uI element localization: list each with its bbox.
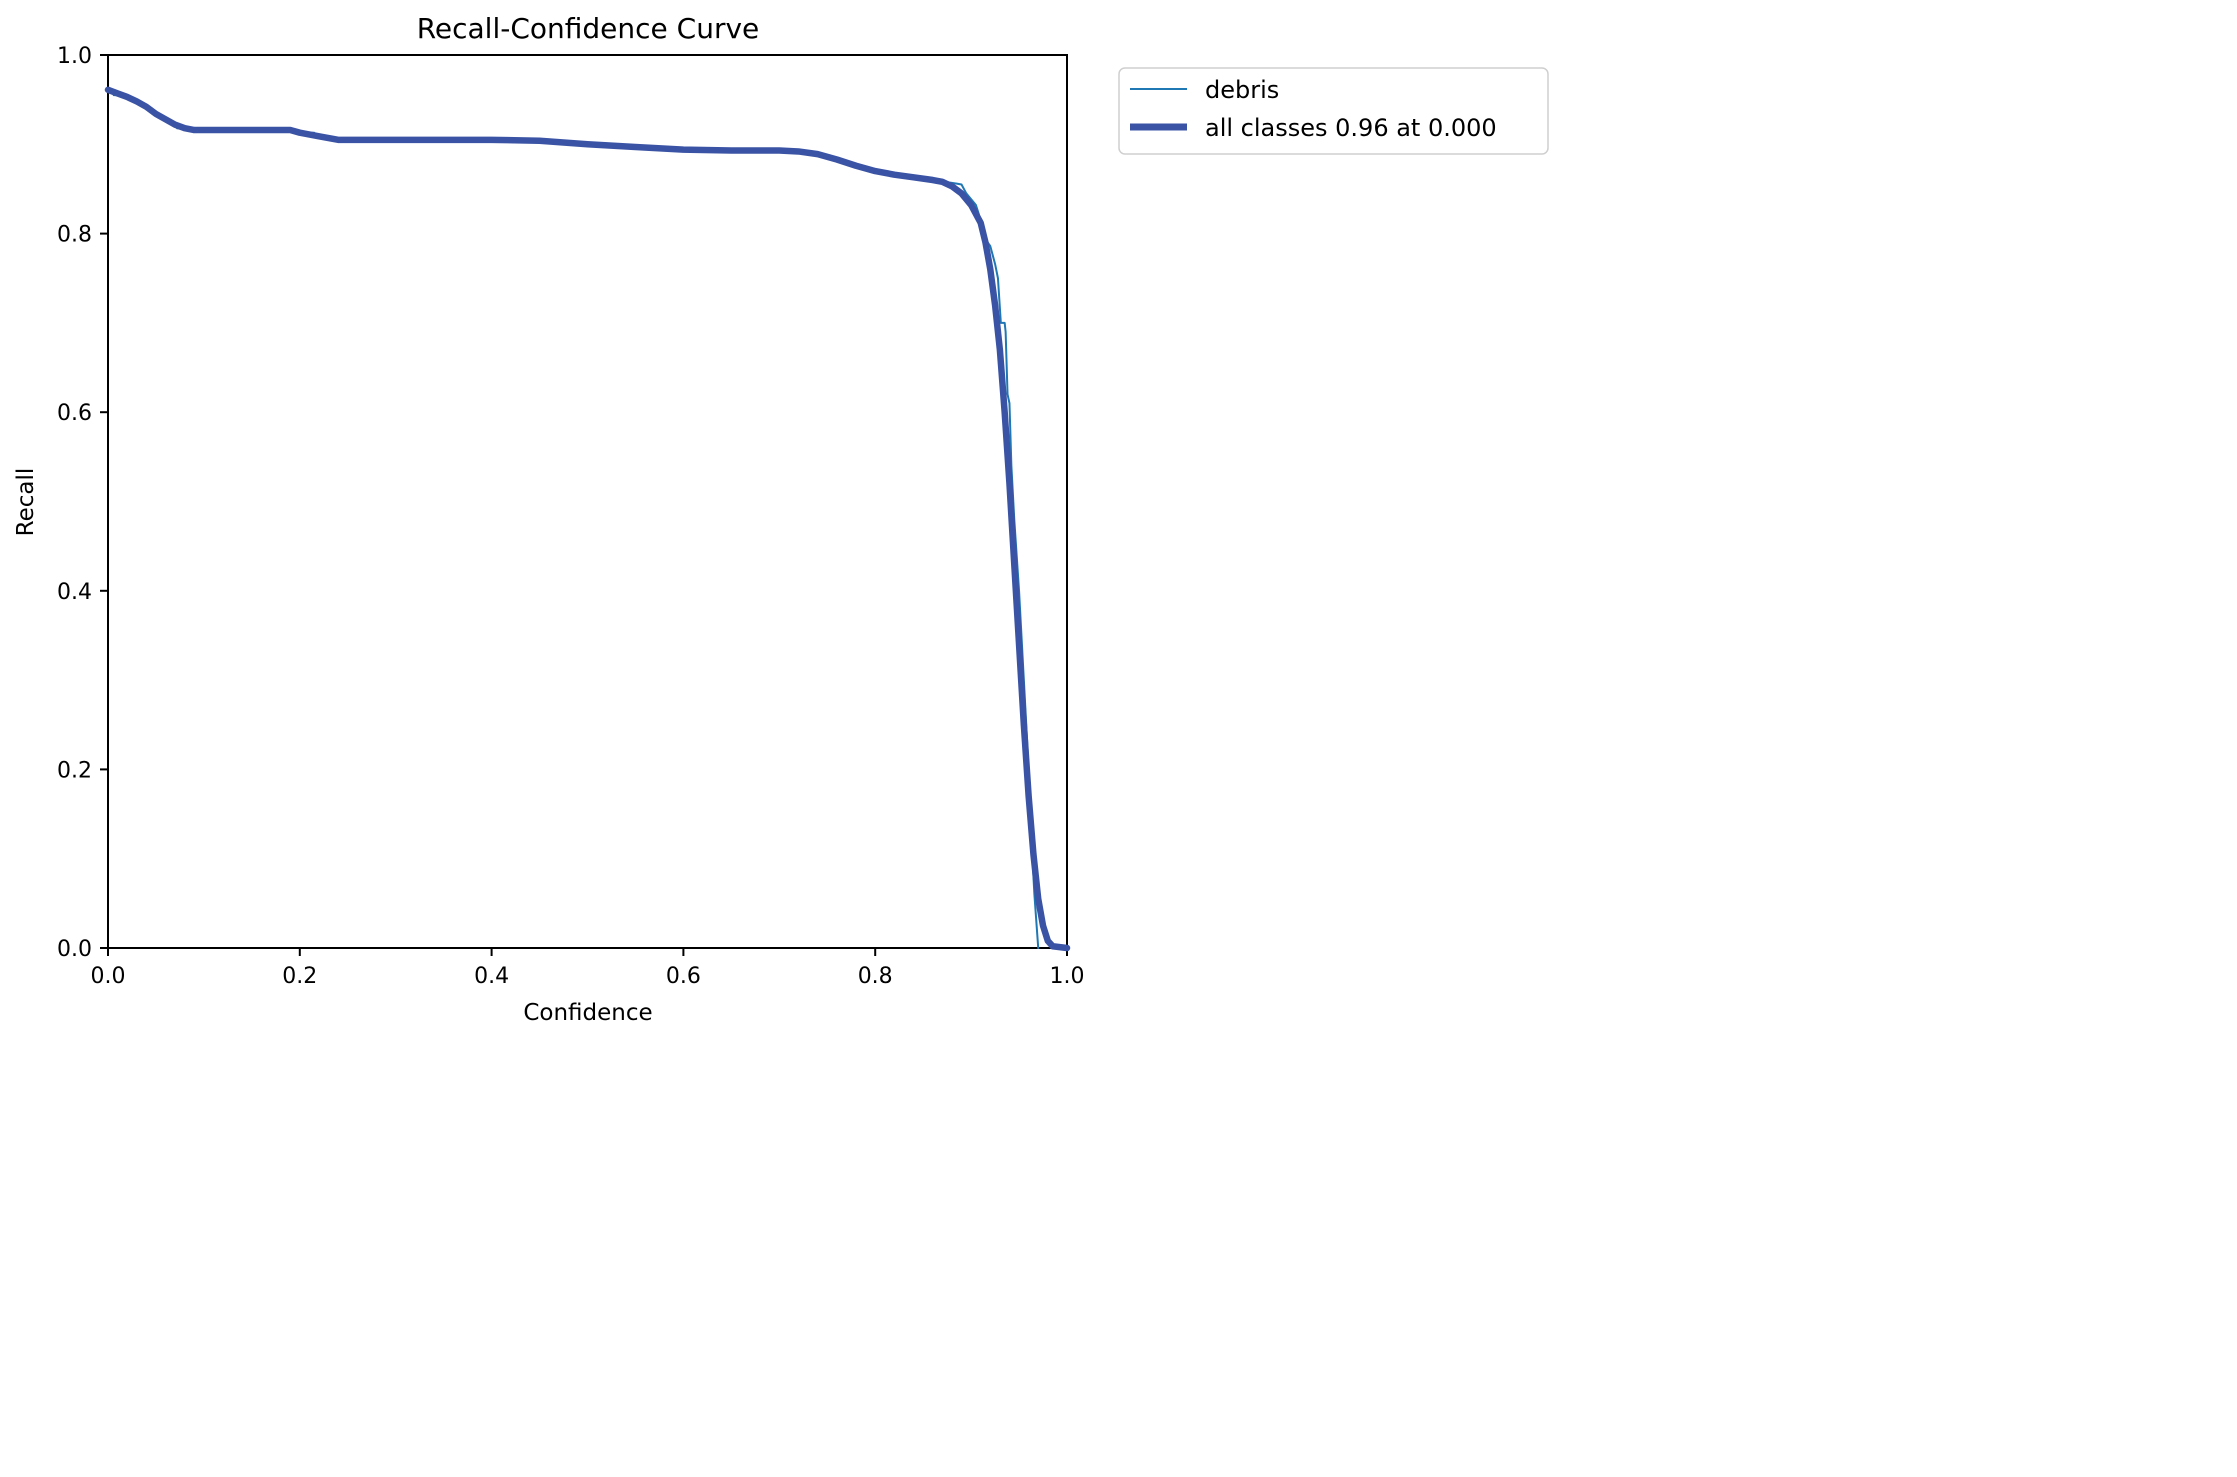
- y-tick-label: 0.0: [57, 937, 92, 962]
- chart-title: Recall-Confidence Curve: [417, 12, 760, 45]
- x-tick-label: 0.8: [858, 964, 893, 989]
- legend-label-all-classes: all classes 0.96 at 0.000: [1205, 114, 1497, 142]
- x-tick-label: 0.2: [282, 964, 317, 989]
- x-tick-label: 0.6: [666, 964, 701, 989]
- x-tick-label: 0.4: [474, 964, 509, 989]
- x-tick-label: 1.0: [1050, 964, 1085, 989]
- legend-box: [1118, 67, 1549, 155]
- legend-label-debris: debris: [1205, 76, 1279, 104]
- series-all-classes-line: [104, 86, 1071, 952]
- y-tick-label: 0.6: [57, 401, 92, 426]
- series-layer: [104, 86, 1071, 952]
- y-axis: 0.0 0.2 0.4 0.6 0.8 1.0: [57, 44, 108, 962]
- chart-svg: Recall-Confidence Curve 0.0 0.2 0.4 0.6 0.8 1…: [13, 12, 1549, 1026]
- y-tick-label: 0.4: [57, 580, 92, 605]
- recall-confidence-chart: Recall-Confidence Curve 0.0 0.2 0.4 0.6 0.8 1…: [0, 0, 1559, 1030]
- y-tick-label: 1.0: [57, 44, 92, 69]
- plot-area: [107, 54, 1068, 949]
- plot-frame: [107, 54, 1068, 949]
- y-tick-label: 0.2: [57, 758, 92, 783]
- x-axis: 0.0 0.2 0.4 0.6 0.8 1.0: [91, 948, 1085, 989]
- x-tick-label: 0.0: [91, 964, 126, 989]
- y-tick-label: 0.8: [57, 223, 92, 248]
- y-axis-label: Recall: [13, 468, 39, 537]
- x-axis-label: Confidence: [523, 1000, 652, 1026]
- legend: debris all classes 0.96 at 0.000: [1118, 67, 1549, 155]
